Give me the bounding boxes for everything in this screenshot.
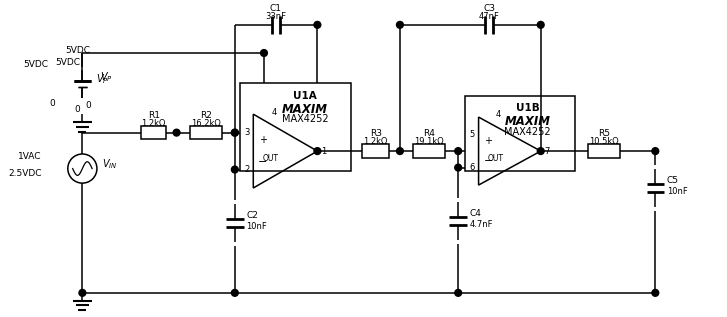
Text: MAXIM: MAXIM <box>505 115 550 128</box>
Text: MAXIM: MAXIM <box>282 102 328 115</box>
Text: 5: 5 <box>470 130 475 139</box>
Text: 4.7nF: 4.7nF <box>470 220 494 230</box>
Text: 10.5kΩ: 10.5kΩ <box>589 137 619 146</box>
Circle shape <box>231 129 238 136</box>
Circle shape <box>314 22 321 28</box>
Text: U1A: U1A <box>294 91 317 101</box>
Text: 16.2kΩ: 16.2kΩ <box>190 119 220 128</box>
Text: C3: C3 <box>483 4 495 13</box>
Text: C4: C4 <box>470 209 482 218</box>
Text: C1: C1 <box>270 4 281 13</box>
Text: −: − <box>258 157 268 167</box>
Text: 10nF: 10nF <box>667 187 688 196</box>
Bar <box>588 144 620 158</box>
Circle shape <box>396 148 403 154</box>
Text: 0: 0 <box>49 99 55 108</box>
Text: 2: 2 <box>244 165 249 174</box>
Text: C2: C2 <box>246 211 258 220</box>
Text: +: + <box>259 135 267 146</box>
Text: 2.5VDC: 2.5VDC <box>8 169 41 178</box>
Circle shape <box>314 148 321 154</box>
Bar <box>190 126 222 139</box>
Text: −: − <box>483 156 493 166</box>
Text: 1VAC: 1VAC <box>18 152 41 161</box>
Text: OUT: OUT <box>488 154 504 163</box>
Circle shape <box>231 289 238 296</box>
Text: 7: 7 <box>545 146 550 156</box>
Text: OUT: OUT <box>262 154 278 163</box>
Text: 47nF: 47nF <box>479 12 499 21</box>
Circle shape <box>231 129 238 136</box>
Circle shape <box>455 164 462 171</box>
Text: $V_{IN}$: $V_{IN}$ <box>102 157 117 171</box>
Circle shape <box>231 166 238 173</box>
Circle shape <box>260 49 268 56</box>
Circle shape <box>455 148 462 154</box>
Bar <box>362 144 389 158</box>
Circle shape <box>537 22 544 28</box>
Text: +: + <box>484 136 492 146</box>
Circle shape <box>455 289 462 296</box>
Text: R5: R5 <box>598 129 610 139</box>
Circle shape <box>652 148 659 154</box>
Text: 5VDC: 5VDC <box>65 46 90 55</box>
Text: 6: 6 <box>470 163 475 172</box>
Text: 10nF: 10nF <box>246 222 268 231</box>
Circle shape <box>396 22 403 28</box>
Text: R2: R2 <box>200 111 212 120</box>
Text: 0: 0 <box>85 101 91 110</box>
Text: 0: 0 <box>75 106 81 114</box>
Text: MAX4252: MAX4252 <box>505 127 551 137</box>
Text: 1.2kΩ: 1.2kΩ <box>142 119 166 128</box>
Text: MAX4252: MAX4252 <box>282 114 329 124</box>
Text: C5: C5 <box>667 176 679 185</box>
Bar <box>141 126 166 139</box>
Text: 1.2kΩ: 1.2kΩ <box>364 137 387 146</box>
Text: 3: 3 <box>244 128 249 137</box>
Bar <box>465 96 575 171</box>
Text: 4: 4 <box>272 108 277 117</box>
Text: U1B: U1B <box>515 103 539 113</box>
Text: 33nF: 33nF <box>265 12 286 21</box>
Text: R3: R3 <box>369 129 382 139</box>
Text: 19.1kΩ: 19.1kΩ <box>414 137 444 146</box>
Text: R1: R1 <box>148 111 160 120</box>
Bar <box>413 144 445 158</box>
Text: 5VDC: 5VDC <box>23 60 49 69</box>
Text: $V_P$: $V_P$ <box>96 72 109 86</box>
Text: 5VDC: 5VDC <box>55 58 81 67</box>
Circle shape <box>537 148 544 154</box>
Text: R4: R4 <box>423 129 435 139</box>
Text: 1: 1 <box>321 146 326 156</box>
Circle shape <box>652 289 659 296</box>
Bar <box>240 83 351 171</box>
Text: $V_P$: $V_P$ <box>100 70 113 84</box>
Text: 4: 4 <box>495 110 501 119</box>
Circle shape <box>79 289 86 296</box>
Circle shape <box>173 129 180 136</box>
